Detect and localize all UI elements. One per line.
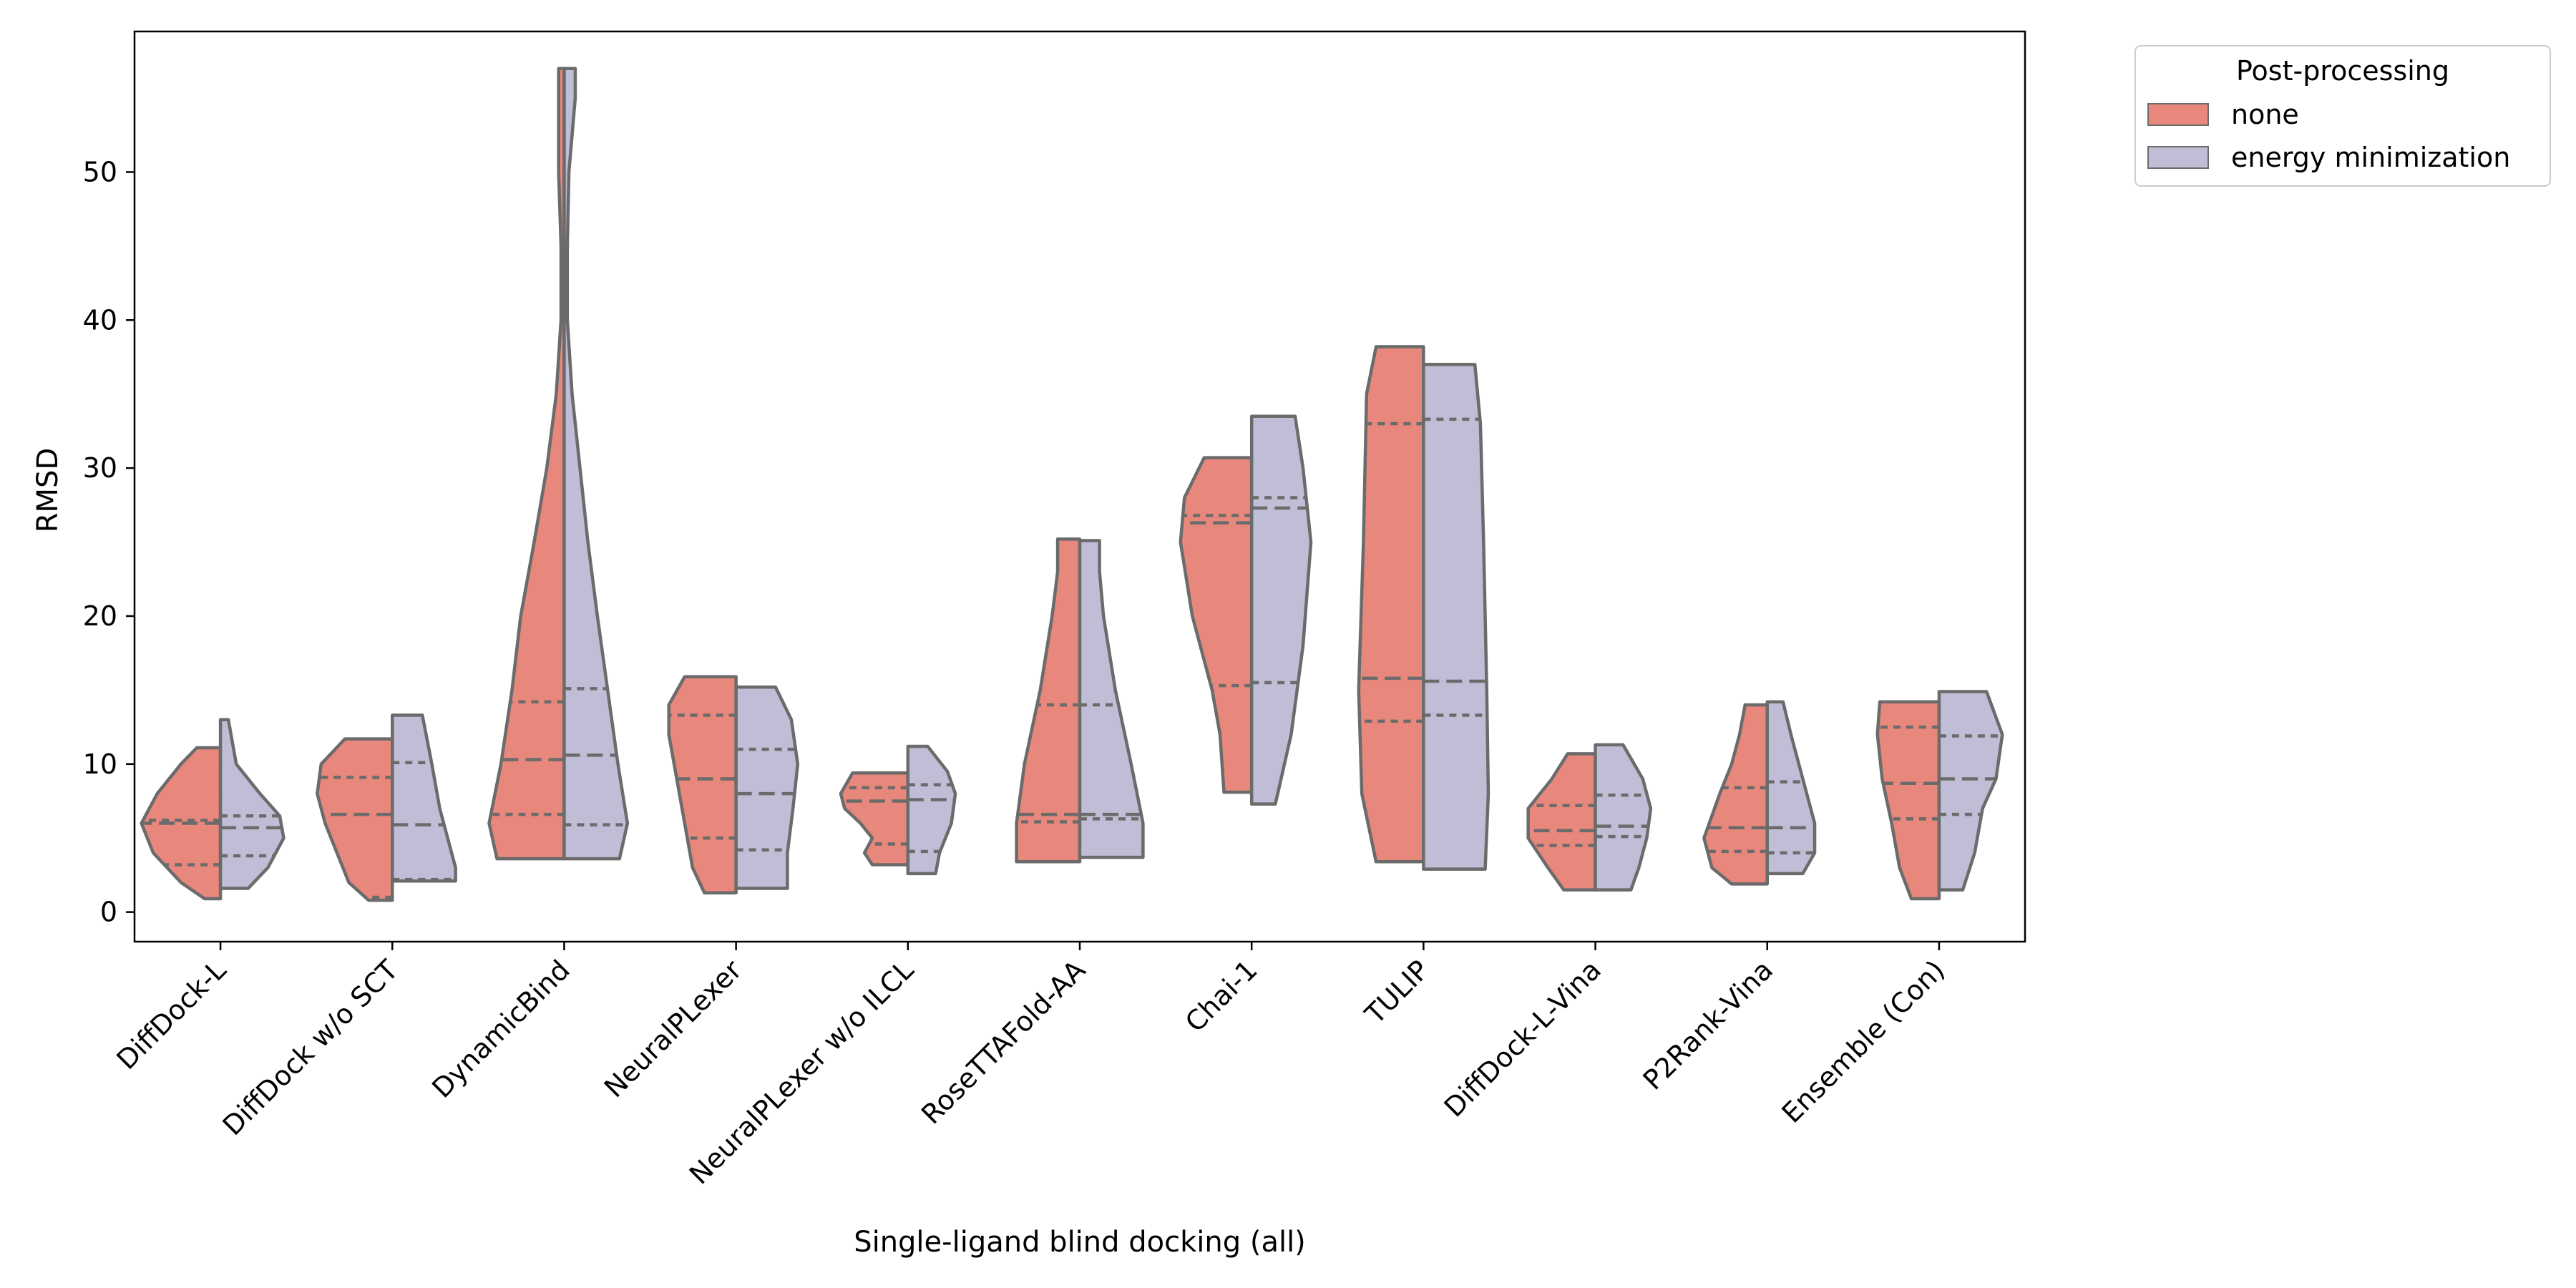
violin-energy-minimization-10 bbox=[1937, 690, 2004, 892]
violin-none-4 bbox=[839, 771, 910, 867]
violin-none-5 bbox=[1015, 537, 1082, 864]
violin-energy-minimization-4 bbox=[906, 744, 957, 876]
y-tick-label: 20 bbox=[83, 600, 117, 632]
violin-none-6 bbox=[1179, 456, 1254, 794]
legend-title: Post-processing bbox=[2236, 55, 2449, 87]
y-tick-label: 50 bbox=[83, 156, 117, 187]
violin-energy-minimization-2 bbox=[562, 67, 630, 861]
violin-energy-minimization-6 bbox=[1249, 414, 1313, 806]
violin-energy-minimization-5 bbox=[1078, 539, 1145, 859]
violin-energy-minimization-9 bbox=[1765, 700, 1817, 876]
quartile-lines-layer bbox=[141, 417, 2003, 899]
violin-none-2 bbox=[487, 67, 566, 861]
violin-none-1 bbox=[316, 737, 394, 902]
violin-none-7 bbox=[1357, 345, 1425, 864]
y-tick-label: 0 bbox=[100, 897, 117, 928]
legend: Post-processing none energy minimization bbox=[2135, 45, 2551, 187]
violin-none-8 bbox=[1526, 752, 1597, 892]
violin-none-0 bbox=[140, 746, 223, 901]
violin-energy-minimization-7 bbox=[1422, 363, 1491, 871]
y-tick-label: 10 bbox=[83, 748, 117, 780]
legend-box bbox=[2135, 45, 2551, 187]
y-tick-label: 30 bbox=[83, 452, 117, 484]
legend-label-energy-minimization: energy minimization bbox=[2231, 142, 2510, 173]
legend-label-none: none bbox=[2231, 99, 2299, 130]
y-axis-label: RMSD bbox=[31, 448, 64, 533]
legend-swatch-none bbox=[2147, 103, 2209, 126]
x-axis-label: Single-ligand blind docking (all) bbox=[854, 1226, 1306, 1259]
y-tick-label: 40 bbox=[83, 304, 117, 336]
legend-swatch-energy-minimization bbox=[2147, 146, 2209, 169]
violin-energy-minimization-0 bbox=[218, 718, 286, 890]
violin-energy-minimization-3 bbox=[734, 686, 800, 890]
violin-energy-minimization-1 bbox=[391, 713, 457, 883]
y-axis: 0 10 20 30 40 50 bbox=[83, 156, 135, 928]
violin-none-9 bbox=[1702, 703, 1769, 886]
violin-energy-minimization-8 bbox=[1594, 743, 1653, 892]
violin-none-10 bbox=[1875, 700, 1941, 901]
